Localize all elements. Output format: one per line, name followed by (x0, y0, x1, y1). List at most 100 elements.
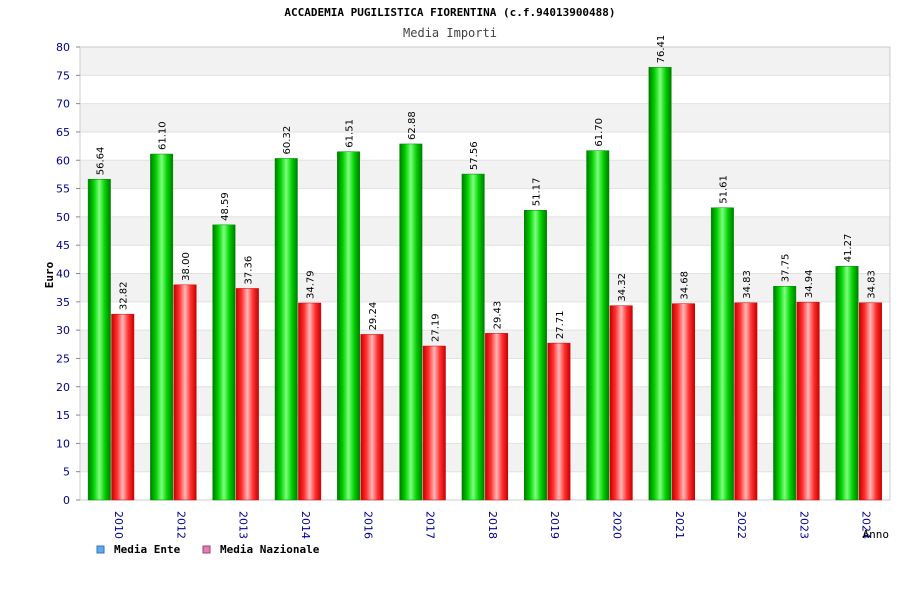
legend-label-media-ente: Media Ente (114, 543, 181, 556)
data-label: 27.19 (430, 313, 441, 342)
bars: 56.64 32.82 61.10 38.00 48.59 37.36 60.32 34.79… (87, 35, 882, 501)
legend-swatch-media-ente (96, 545, 105, 554)
y-tick-label: 40 (56, 268, 70, 281)
y-axis: 0 5 10 15 20 25 30 35 40 45 50 55 60 65 70 75 80 (56, 41, 80, 507)
y-tick-label: 30 (56, 324, 70, 337)
legend-swatch-media-nazionale (202, 545, 211, 554)
y-tick-label: 60 (56, 154, 70, 167)
data-label: 60.32 (282, 126, 293, 155)
bar-media-ente-2013 (212, 224, 236, 501)
grid-band (80, 216, 890, 246)
y-tick-label: 75 (56, 69, 70, 82)
x-tick-label: 2020 (610, 511, 623, 539)
data-label: 34.32 (617, 273, 628, 302)
data-label: 34.94 (804, 270, 815, 299)
data-label: 56.64 (95, 147, 106, 176)
y-tick-label: 0 (63, 494, 70, 507)
x-tick-label: 2022 (735, 511, 748, 539)
data-label: 29.24 (368, 302, 379, 331)
bar-media-nazionale-2017 (422, 345, 446, 501)
bar-media-ente-2019 (524, 209, 547, 501)
bar-media-ente-2020 (586, 150, 610, 501)
bar-media-ente-2024 (835, 266, 859, 501)
x-tick-label: 2024 (860, 511, 873, 539)
bar-media-nazionale-2012 (173, 284, 197, 501)
data-label: 61.51 (345, 119, 356, 148)
grid-band (80, 103, 890, 132)
data-label: 34.68 (680, 271, 691, 300)
data-label: 38.00 (181, 252, 192, 281)
data-label: 27.71 (555, 310, 566, 339)
x-tick-label: 2018 (486, 511, 499, 539)
bar-media-nazionale-2020 (609, 305, 633, 501)
bar-media-nazionale-2013 (235, 288, 259, 501)
grid-band (80, 330, 890, 359)
x-tick-label: 2019 (548, 511, 561, 539)
y-axis-label: Euro (43, 261, 56, 288)
bar-media-nazionale-2010 (111, 313, 135, 501)
bar-media-nazionale-2019 (547, 342, 571, 501)
data-label: 32.82 (119, 282, 130, 311)
bar-media-ente-2014 (274, 158, 298, 501)
x-tick-label: 2017 (424, 511, 437, 539)
data-label: 29.43 (493, 301, 504, 330)
bar-media-ente-2023 (773, 285, 797, 501)
x-tick-label: 2014 (299, 511, 312, 539)
data-label: 61.70 (594, 118, 605, 147)
y-tick-label: 15 (56, 409, 70, 422)
data-label: 48.59 (220, 192, 231, 221)
x-tick-label: 2016 (361, 511, 374, 539)
data-label: 51.61 (718, 175, 729, 204)
y-tick-label: 80 (56, 41, 70, 54)
bar-media-ente-2010 (87, 179, 111, 501)
data-label: 37.36 (243, 256, 254, 285)
x-tick-label: 2021 (673, 511, 686, 539)
data-label: 57.56 (469, 141, 480, 170)
bar-media-nazionale-2022 (734, 302, 758, 501)
grid-band (80, 386, 890, 416)
bar-media-nazionale-2023 (796, 301, 820, 501)
data-label: 37.75 (781, 254, 792, 283)
bar-media-nazionale-2016 (360, 334, 384, 501)
y-tick-label: 65 (56, 126, 70, 139)
data-label: 51.17 (531, 178, 542, 207)
legend-label-media-nazionale: Media Nazionale (220, 543, 320, 556)
data-label: 76.41 (656, 35, 667, 64)
data-label: 61.10 (158, 121, 169, 150)
x-tick-label: 2010 (112, 511, 125, 539)
bar-media-ente-2018 (461, 173, 485, 501)
data-label: 34.79 (306, 270, 317, 299)
bar-media-nazionale-2024 (858, 302, 882, 501)
grid-band (80, 160, 890, 189)
grid-band (80, 47, 890, 76)
bar-media-ente-2012 (150, 153, 174, 501)
plot-background (79, 46, 891, 501)
bar-media-ente-2016 (337, 151, 361, 501)
x-axis: 2010 2012 2013 2014 2016 2017 2018 2019 2020 2021… (112, 511, 873, 539)
data-label: 62.88 (407, 111, 418, 140)
y-tick-label: 10 (56, 437, 70, 450)
data-label: 41.27 (843, 234, 854, 263)
y-tick-label: 5 (63, 466, 70, 479)
x-tick-label: 2012 (174, 511, 187, 539)
chart-subtitle: Media Importi (403, 26, 497, 40)
bar-media-ente-2021 (648, 67, 672, 501)
x-axis-label: Anno (863, 528, 890, 541)
legend: Media Ente Media Nazionale (96, 543, 320, 556)
bar-media-ente-2017 (399, 143, 423, 501)
x-tick-label: 2023 (797, 511, 810, 539)
y-tick-label: 25 (56, 352, 70, 365)
bar-media-ente-2022 (710, 207, 734, 501)
data-label: 34.83 (866, 270, 877, 299)
x-tick-label: 2013 (237, 511, 250, 539)
grid-band (80, 443, 890, 472)
bar-media-nazionale-2021 (672, 303, 695, 501)
y-tick-label: 35 (56, 296, 70, 309)
y-tick-label: 50 (56, 211, 70, 224)
y-tick-label: 45 (56, 239, 70, 252)
grid-band (80, 273, 890, 302)
bar-media-nazionale-2014 (298, 302, 322, 501)
y-tick-label: 55 (56, 183, 70, 196)
bar-media-nazionale-2018 (485, 333, 509, 501)
